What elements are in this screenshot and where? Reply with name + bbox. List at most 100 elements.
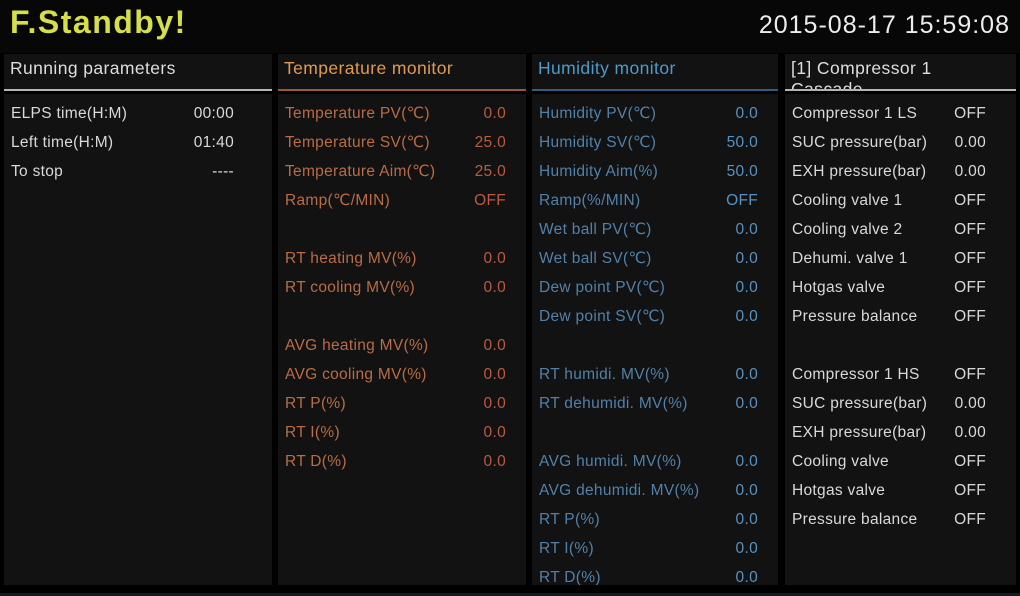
panel-title-running-parameters: Running parameters (4, 54, 272, 91)
monitor-row: Left time(H:M) 01:40 (4, 128, 272, 157)
monitor-row: SUC pressure(bar) 0.00 (785, 128, 1016, 157)
row-label: RT heating MV(%) (285, 249, 417, 267)
screen-bottom-edge (0, 593, 1020, 596)
row-label: To stop (11, 162, 64, 180)
monitor-row: EXH pressure(bar) 0.00 (785, 418, 1016, 447)
monitor-row: SUC pressure(bar) 0.00 (785, 389, 1016, 418)
row-label: Wet ball PV(℃) (539, 221, 652, 238)
row-label: Wet ball SV(℃) (539, 250, 652, 267)
row-value: OFF (954, 104, 986, 122)
monitor-row: Cooling valve OFF (785, 447, 1016, 476)
row-label: RT P(%) (539, 510, 600, 528)
row-label: RT dehumidi. MV(%) (539, 394, 688, 412)
row-value: OFF (474, 191, 506, 209)
row-value: OFF (954, 278, 986, 296)
title-bar: F.Standby! 2015-08-17 15:59:08 (0, 0, 1020, 53)
row-label: RT I(%) (285, 423, 340, 441)
monitor-row: Humidity Aim(%) 50.0 (532, 157, 778, 186)
row-value: OFF (954, 481, 986, 499)
row-value: 50.0 (726, 133, 758, 151)
row-value: 00:00 (193, 104, 234, 122)
datetime-display: 2015-08-17 15:59:08 (758, 11, 1010, 39)
row-value: 25.0 (474, 162, 506, 180)
row-value: 0.0 (735, 568, 758, 586)
status-title: F.Standby! (10, 4, 187, 40)
row-label: RT D(%) (539, 568, 601, 586)
monitor-row: RT D(%) 0.0 (532, 563, 778, 586)
row-spacer (532, 331, 778, 360)
row-value: OFF (954, 452, 986, 470)
row-label: Humidity Aim(%) (539, 162, 659, 180)
row-value: 0.00 (954, 394, 986, 412)
row-label: RT cooling MV(%) (285, 278, 415, 296)
monitor-row: Dehumi. valve 1 OFF (785, 244, 1016, 273)
row-value: 0.0 (735, 481, 758, 499)
row-label: RT humidi. MV(%) (539, 365, 670, 383)
panel-title-humidity-monitor: Humidity monitor (532, 54, 778, 91)
panel-humidity-monitor: Humidity monitor Humidity PV(℃) 0.0 Humidi… (532, 53, 778, 585)
row-value: OFF (954, 249, 986, 267)
panel-compressor-cascade: [1] Compressor 1 Cascade Compressor 1 LS… (785, 53, 1016, 585)
row-value: 0.0 (483, 104, 506, 122)
row-label: Cooling valve 2 (792, 220, 903, 238)
row-label: Cooling valve (792, 452, 889, 470)
row-value: 0.0 (483, 336, 506, 354)
monitor-row: Compressor 1 HS OFF (785, 360, 1016, 389)
row-value: 0.0 (735, 539, 758, 557)
monitor-row: Hotgas valve OFF (785, 476, 1016, 505)
row-label: AVG cooling MV(%) (285, 365, 427, 383)
row-label: Ramp(%/MIN) (539, 191, 641, 209)
panel-title-line2: Cascade (791, 79, 863, 91)
row-value: 0.0 (483, 452, 506, 470)
monitor-row: Dew point SV(℃) 0.0 (532, 302, 778, 331)
panel-title-text: [1] Compressor 1 (791, 58, 932, 78)
row-label: Dew point SV(℃) (539, 308, 666, 325)
row-value: 0.0 (483, 249, 506, 267)
monitor-row: To stop ---- (4, 157, 272, 186)
row-label: Left time(H:M) (11, 133, 114, 151)
row-value: 0.00 (954, 423, 986, 441)
row-value: 0.0 (735, 220, 758, 238)
row-label: Humidity SV(℃) (539, 134, 657, 151)
row-value: 25.0 (474, 133, 506, 151)
monitor-row: RT I(%) 0.0 (278, 418, 526, 447)
row-label: Pressure balance (792, 307, 918, 325)
row-label: RT D(%) (285, 452, 347, 470)
row-value: 50.0 (726, 162, 758, 180)
row-list: Humidity PV(℃) 0.0 Humidity SV(℃) 50.0 Humid… (532, 94, 778, 586)
row-value: OFF (954, 191, 986, 209)
row-label: SUC pressure(bar) (792, 133, 928, 151)
row-label: Pressure balance (792, 510, 918, 528)
monitor-row: Pressure balance OFF (785, 302, 1016, 331)
panel-title-text: Temperature monitor (284, 58, 454, 78)
panel-body: Temperature PV(℃) 0.0 Temperature SV(℃) 25.… (278, 94, 526, 585)
monitor-row: AVG dehumidi. MV(%) 0.0 (532, 476, 778, 505)
row-label: RT P(%) (285, 394, 346, 412)
row-value: OFF (954, 510, 986, 528)
row-value: 01:40 (193, 133, 234, 151)
monitor-row: Temperature Aim(℃) 25.0 (278, 157, 526, 186)
row-label: Hotgas valve (792, 481, 886, 499)
row-value: 0.00 (954, 162, 986, 180)
row-value: OFF (954, 307, 986, 325)
monitor-row: RT cooling MV(%) 0.0 (278, 273, 526, 302)
row-list: Temperature PV(℃) 0.0 Temperature SV(℃) 25.… (278, 94, 526, 476)
row-value: 0.0 (735, 452, 758, 470)
monitor-row: Pressure balance OFF (785, 505, 1016, 534)
monitor-row: RT humidi. MV(%) 0.0 (532, 360, 778, 389)
monitor-row: Temperature SV(℃) 25.0 (278, 128, 526, 157)
panel-body: Compressor 1 LS OFF SUC pressure(bar) 0.00 E… (785, 94, 1016, 585)
row-label: Hotgas valve (792, 278, 886, 296)
row-value: 0.0 (735, 249, 758, 267)
row-value: 0.0 (735, 278, 758, 296)
row-label: EXH pressure(bar) (792, 423, 927, 441)
monitor-row: RT P(%) 0.0 (278, 389, 526, 418)
row-label: AVG humidi. MV(%) (539, 452, 682, 470)
monitor-row: Cooling valve 1 OFF (785, 186, 1016, 215)
monitor-row: AVG heating MV(%) 0.0 (278, 331, 526, 360)
row-label: ELPS time(H:M) (11, 104, 128, 122)
monitor-row: RT D(%) 0.0 (278, 447, 526, 476)
monitor-row: ELPS time(H:M) 00:00 (4, 99, 272, 128)
monitor-row: Cooling valve 2 OFF (785, 215, 1016, 244)
